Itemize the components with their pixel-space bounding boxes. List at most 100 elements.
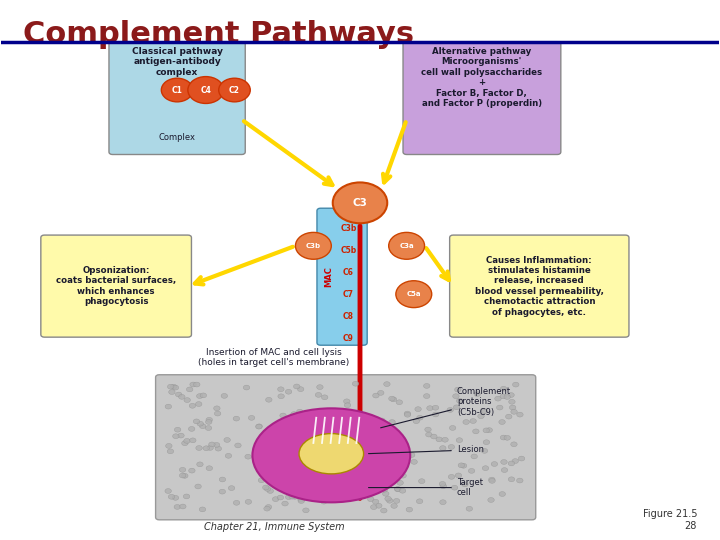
Circle shape bbox=[500, 394, 506, 399]
Circle shape bbox=[453, 394, 459, 399]
Circle shape bbox=[516, 478, 523, 483]
Circle shape bbox=[454, 387, 461, 392]
Circle shape bbox=[389, 396, 395, 401]
Circle shape bbox=[195, 484, 202, 489]
Circle shape bbox=[518, 456, 525, 461]
Circle shape bbox=[499, 420, 505, 424]
Circle shape bbox=[384, 496, 391, 501]
Circle shape bbox=[333, 497, 340, 502]
Circle shape bbox=[508, 477, 515, 482]
Circle shape bbox=[196, 402, 202, 407]
Circle shape bbox=[256, 424, 262, 429]
Circle shape bbox=[292, 495, 298, 499]
Circle shape bbox=[245, 454, 251, 459]
Circle shape bbox=[266, 397, 272, 402]
Circle shape bbox=[344, 403, 351, 408]
Circle shape bbox=[390, 397, 397, 402]
Circle shape bbox=[219, 489, 225, 494]
Circle shape bbox=[425, 427, 431, 432]
Circle shape bbox=[297, 387, 304, 392]
Circle shape bbox=[351, 454, 357, 459]
Circle shape bbox=[418, 479, 425, 484]
Circle shape bbox=[377, 390, 384, 395]
Circle shape bbox=[455, 473, 462, 478]
Circle shape bbox=[233, 501, 240, 505]
Ellipse shape bbox=[299, 434, 364, 474]
Circle shape bbox=[206, 466, 212, 471]
Text: Complement Pathways: Complement Pathways bbox=[23, 20, 414, 49]
Circle shape bbox=[189, 438, 196, 443]
Circle shape bbox=[269, 460, 275, 464]
Circle shape bbox=[382, 444, 388, 449]
Circle shape bbox=[458, 463, 464, 468]
Circle shape bbox=[207, 446, 213, 450]
Circle shape bbox=[436, 437, 442, 442]
Circle shape bbox=[454, 405, 460, 410]
Circle shape bbox=[373, 393, 379, 398]
Circle shape bbox=[318, 472, 325, 477]
Circle shape bbox=[320, 499, 327, 504]
Circle shape bbox=[193, 419, 199, 424]
Circle shape bbox=[264, 506, 270, 511]
Circle shape bbox=[306, 430, 312, 435]
Text: MAC: MAC bbox=[325, 266, 333, 287]
Circle shape bbox=[321, 395, 328, 400]
Circle shape bbox=[188, 77, 224, 104]
Circle shape bbox=[178, 433, 184, 438]
Circle shape bbox=[214, 406, 220, 411]
Circle shape bbox=[393, 498, 400, 503]
Circle shape bbox=[442, 437, 449, 442]
Text: Target
cell: Target cell bbox=[369, 478, 483, 497]
Text: C5b: C5b bbox=[341, 246, 356, 255]
Circle shape bbox=[165, 489, 171, 494]
Circle shape bbox=[390, 451, 396, 456]
Circle shape bbox=[276, 444, 282, 449]
Circle shape bbox=[399, 436, 405, 441]
Circle shape bbox=[397, 481, 403, 485]
Circle shape bbox=[440, 484, 446, 489]
Circle shape bbox=[381, 487, 387, 492]
Circle shape bbox=[326, 428, 333, 433]
Circle shape bbox=[181, 474, 188, 478]
Circle shape bbox=[357, 427, 364, 432]
Text: Lesion: Lesion bbox=[369, 446, 484, 455]
Circle shape bbox=[500, 386, 507, 391]
Circle shape bbox=[172, 385, 179, 390]
Circle shape bbox=[302, 474, 309, 479]
Circle shape bbox=[189, 427, 195, 431]
Circle shape bbox=[333, 183, 387, 223]
Circle shape bbox=[417, 415, 423, 420]
Circle shape bbox=[285, 389, 292, 394]
Circle shape bbox=[391, 503, 397, 508]
Circle shape bbox=[371, 505, 377, 510]
Circle shape bbox=[292, 471, 299, 476]
Text: C9: C9 bbox=[343, 334, 354, 343]
Circle shape bbox=[235, 443, 241, 448]
Circle shape bbox=[495, 396, 501, 401]
Circle shape bbox=[213, 442, 220, 447]
Circle shape bbox=[194, 382, 200, 387]
Circle shape bbox=[197, 462, 203, 467]
Circle shape bbox=[440, 446, 446, 450]
Circle shape bbox=[463, 420, 469, 424]
Circle shape bbox=[327, 429, 333, 434]
Circle shape bbox=[508, 461, 515, 466]
Circle shape bbox=[387, 498, 393, 503]
Circle shape bbox=[190, 382, 197, 387]
Circle shape bbox=[483, 440, 490, 444]
Text: Alternative pathway
Microorganisms'
cell wall polysaccharides
+
Factor B, Factor: Alternative pathway Microorganisms' cell… bbox=[421, 47, 542, 108]
Circle shape bbox=[489, 477, 495, 482]
Circle shape bbox=[353, 478, 359, 483]
Circle shape bbox=[224, 437, 230, 442]
Circle shape bbox=[341, 470, 348, 475]
Circle shape bbox=[219, 477, 225, 482]
Circle shape bbox=[199, 424, 206, 429]
Circle shape bbox=[168, 390, 175, 395]
Circle shape bbox=[196, 446, 202, 450]
Circle shape bbox=[482, 466, 489, 470]
Circle shape bbox=[349, 418, 356, 423]
Circle shape bbox=[317, 384, 323, 389]
Circle shape bbox=[517, 412, 523, 417]
Circle shape bbox=[172, 495, 179, 500]
Circle shape bbox=[197, 421, 204, 426]
